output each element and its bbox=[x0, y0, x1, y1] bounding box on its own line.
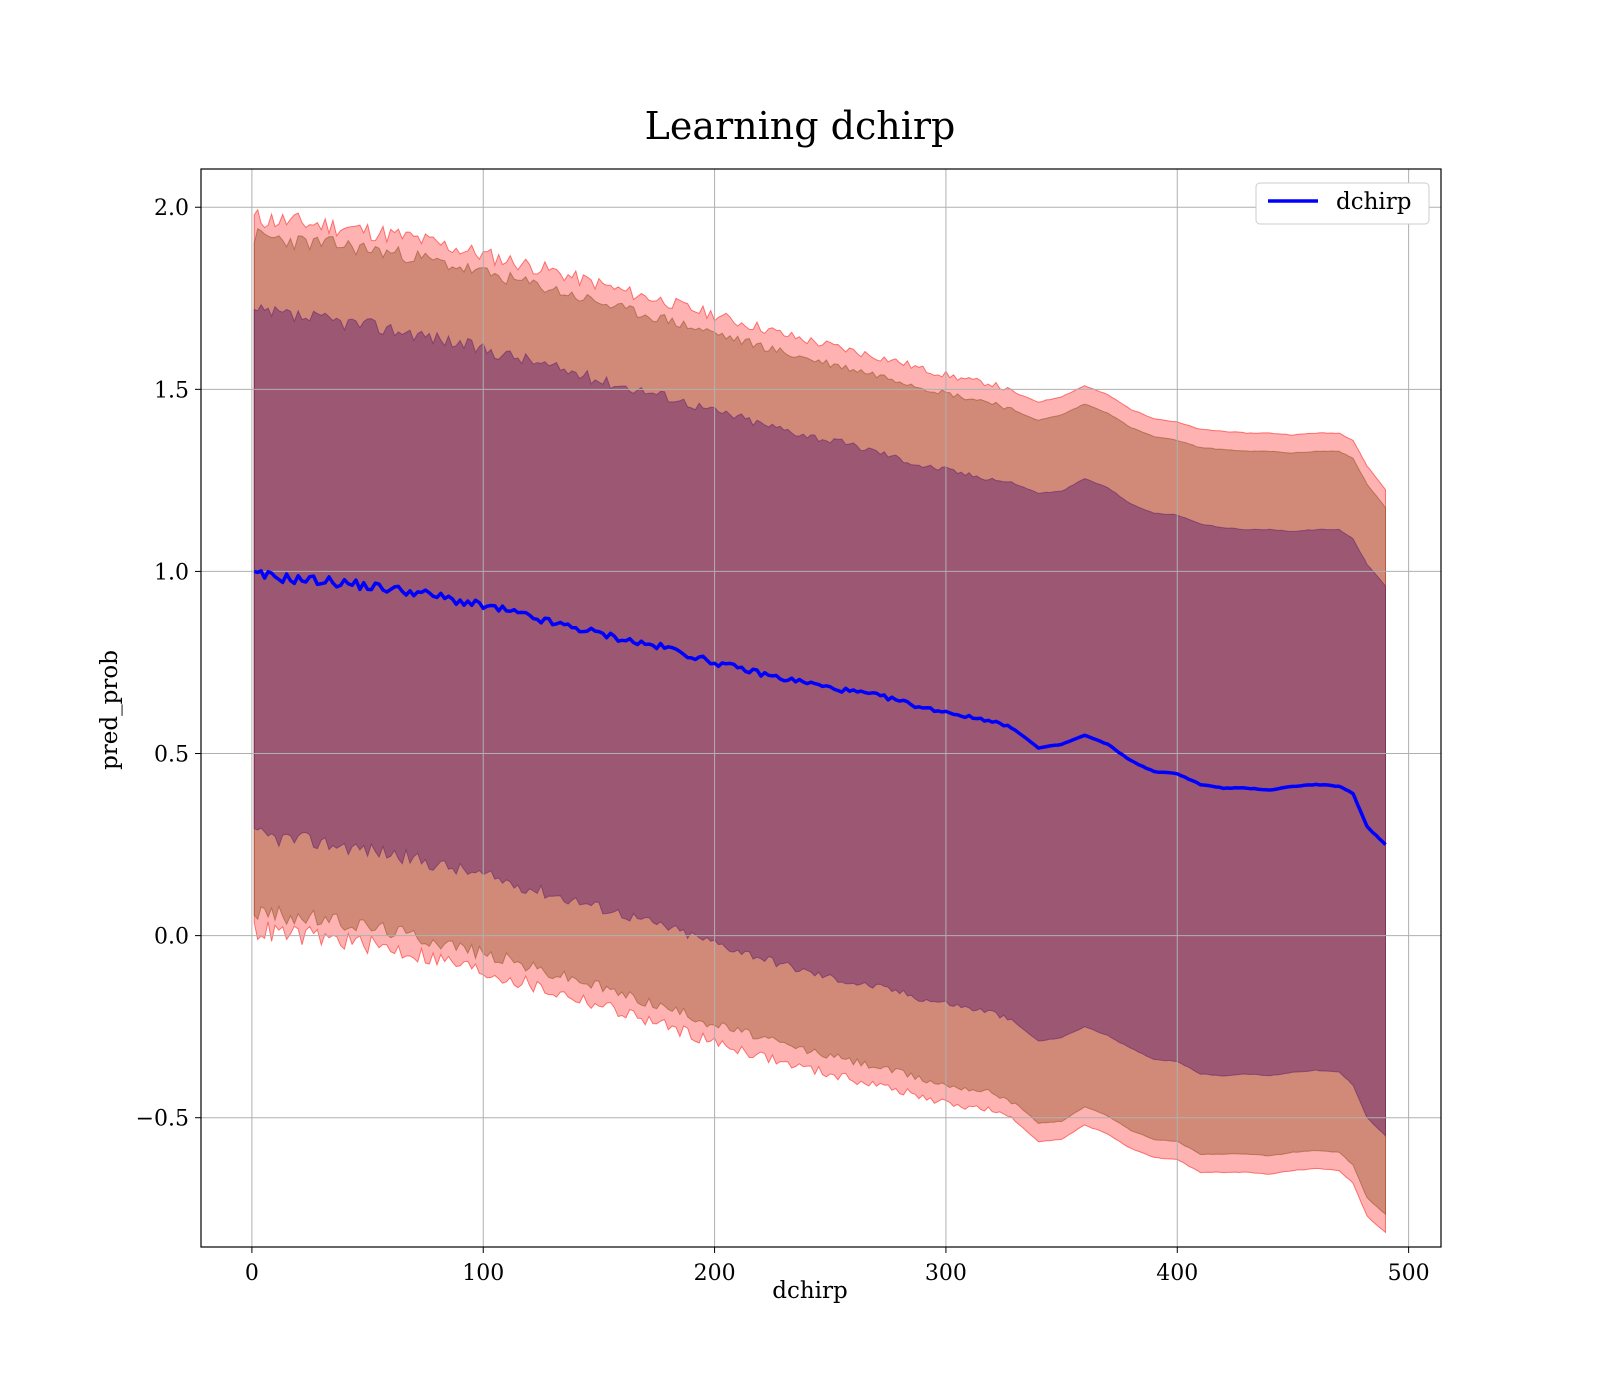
band-band-3std bbox=[253, 208, 1386, 1234]
series-line-dchirp bbox=[253, 569, 1387, 846]
legend: dchirp bbox=[1255, 182, 1430, 225]
x-tick-label: 0 bbox=[245, 1261, 259, 1286]
x-axis-label: dchirp bbox=[772, 1278, 848, 1304]
x-tick-label: 100 bbox=[462, 1261, 504, 1286]
y-axis-ticks: −0.5 0.0 0.5 1.0 1.5 2.0 bbox=[136, 196, 201, 1132]
y-tick-label: 1.0 bbox=[154, 560, 189, 585]
x-axis-ticks: 0 100 200 300 400 500 bbox=[245, 1247, 1430, 1286]
x-tick-label: 300 bbox=[925, 1261, 967, 1286]
y-tick-label: 0.0 bbox=[154, 925, 189, 950]
legend-box bbox=[1255, 182, 1430, 225]
y-tick-label: −0.5 bbox=[136, 1107, 189, 1132]
plot-frame bbox=[200, 168, 1442, 1248]
y-axis-label: pred_prob bbox=[97, 650, 123, 770]
y-tick-label: 1.5 bbox=[154, 378, 189, 403]
y-tick-label: 2.0 bbox=[154, 196, 189, 221]
y-tick-label: 0.5 bbox=[154, 743, 189, 768]
legend-label-dchirp: dchirp bbox=[1336, 189, 1412, 215]
grid-lines bbox=[201, 169, 1441, 1247]
mean-series bbox=[253, 569, 1387, 846]
x-tick-label: 500 bbox=[1388, 1261, 1430, 1286]
chart-title: Learning dchirp bbox=[644, 104, 956, 148]
uncertainty-bands bbox=[253, 208, 1386, 1234]
x-tick-label: 400 bbox=[1156, 1261, 1198, 1286]
band-band-2std bbox=[253, 228, 1386, 1216]
x-tick-label: 200 bbox=[694, 1261, 736, 1286]
